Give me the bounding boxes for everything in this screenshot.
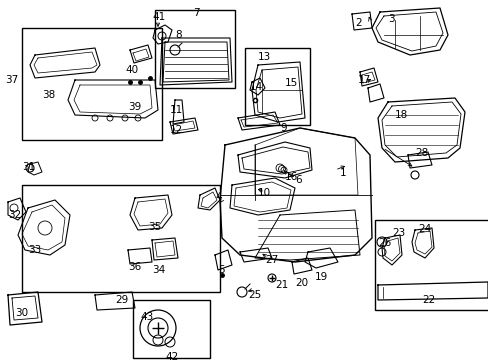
Bar [244,48,309,125]
Text: 1: 1 [339,168,346,178]
Text: 29: 29 [115,295,128,305]
Text: 34: 34 [152,265,165,275]
Text: 41: 41 [152,12,165,22]
Bar [155,10,235,88]
Text: 3: 3 [387,14,394,24]
Text: 33: 33 [28,245,41,255]
Text: 10: 10 [258,188,270,198]
Text: 18: 18 [394,110,407,120]
Text: 36: 36 [128,262,141,272]
Text: 30: 30 [15,308,28,318]
Bar [133,300,209,358]
Text: 32: 32 [8,210,21,220]
Text: 35: 35 [148,222,161,232]
Text: 38: 38 [42,90,55,100]
Text: 43: 43 [140,312,153,322]
Text: 28: 28 [414,148,427,158]
Bar [22,28,162,140]
Text: 25: 25 [247,290,261,300]
Text: 39: 39 [128,102,141,112]
Bar [374,220,488,310]
Text: 14: 14 [249,82,263,92]
Text: 24: 24 [417,224,430,234]
Text: 31: 31 [22,162,35,172]
Text: 42: 42 [164,352,178,360]
Text: 9: 9 [280,123,286,133]
Text: 7: 7 [193,8,199,18]
Bar [22,185,220,292]
Text: 27: 27 [264,255,278,265]
Text: 5: 5 [218,265,224,275]
Text: 15: 15 [285,78,298,88]
Text: 37: 37 [5,75,18,85]
Text: 21: 21 [274,280,287,290]
Text: 17: 17 [357,75,370,85]
Text: 26: 26 [377,238,390,248]
Text: 16: 16 [285,172,298,182]
Text: 6: 6 [294,175,301,185]
Text: 20: 20 [294,278,307,288]
Text: 4: 4 [215,192,221,202]
Text: 23: 23 [391,228,405,238]
Text: 19: 19 [314,272,327,282]
Text: 2: 2 [354,18,361,28]
Text: 12: 12 [170,125,183,135]
Text: 22: 22 [421,295,434,305]
Text: 11: 11 [170,105,183,115]
Text: 8: 8 [175,30,181,40]
Text: 40: 40 [125,65,138,75]
Text: 13: 13 [258,52,271,62]
